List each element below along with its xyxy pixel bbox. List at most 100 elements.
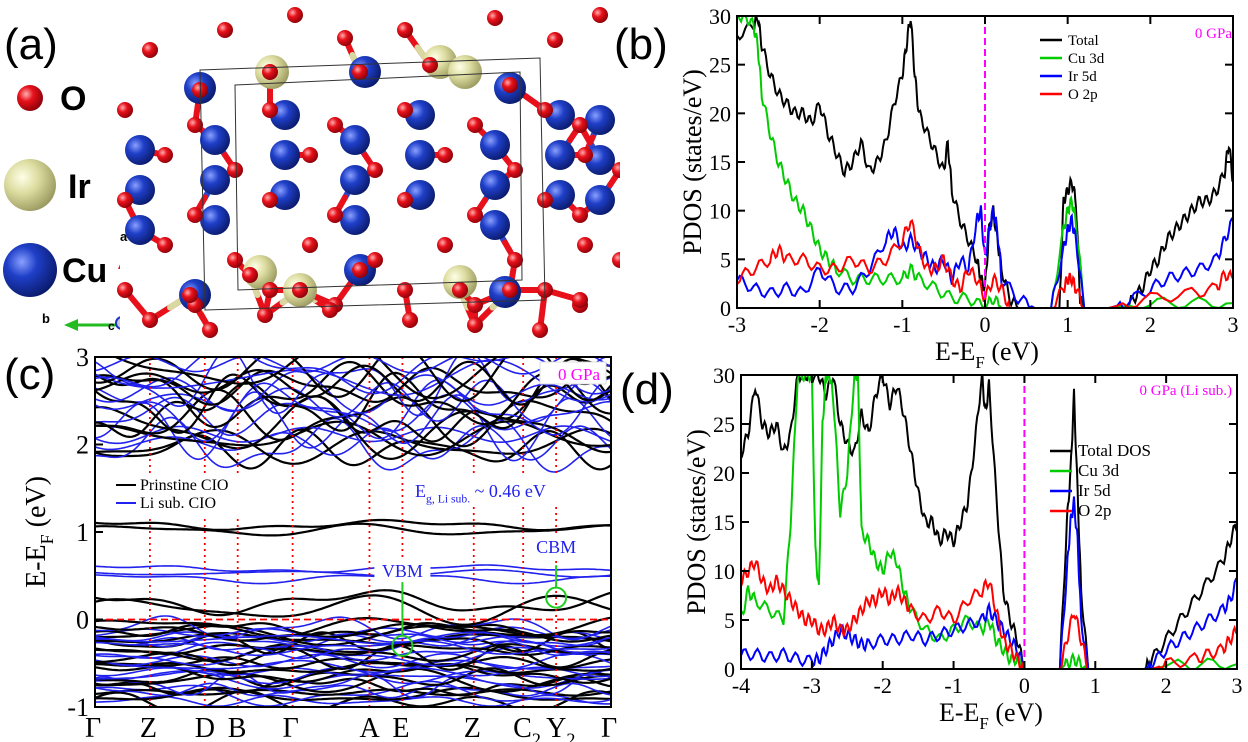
unit-cell <box>234 71 523 291</box>
x-tick-label: 3 <box>1232 673 1243 698</box>
oxygen-atom <box>257 307 273 323</box>
oxygen-atom <box>202 322 218 338</box>
pressure-annotation-box <box>539 361 607 385</box>
kpoint-label: D <box>195 713 215 742</box>
legend-label: Li sub. CIO <box>140 495 216 512</box>
oxygen-atom <box>157 147 173 163</box>
band-line <box>95 357 611 402</box>
band-line <box>112 357 611 400</box>
axis-label-c: c <box>108 319 115 333</box>
band-line <box>95 366 611 406</box>
band-line <box>95 623 611 643</box>
band-line <box>95 370 611 434</box>
kpoint-label: Γ <box>601 713 617 742</box>
x-tick-label: -2 <box>811 312 829 337</box>
iridium-atom-icon <box>4 159 56 211</box>
band-line <box>95 424 611 461</box>
legend-label-cu: Cu <box>62 252 108 290</box>
gap-annotation-background <box>410 476 600 506</box>
series-line-cu-3d <box>737 16 1233 308</box>
oxygen-atom <box>592 7 608 23</box>
band-line <box>95 568 611 578</box>
oxygen-atom <box>242 267 258 283</box>
copper-atom <box>200 205 230 235</box>
oxygen-atom <box>577 147 593 163</box>
band-line <box>95 381 611 443</box>
legend-label: O 2p <box>1078 501 1112 520</box>
band-line <box>95 357 611 406</box>
series-line-o-2p <box>741 559 1237 669</box>
y-tick-label: 15 <box>713 510 735 535</box>
band-line <box>95 425 611 445</box>
panel-label-b: (b) <box>614 20 668 69</box>
x-tick-label: -3 <box>728 312 746 337</box>
kpoint-label: A <box>359 713 380 742</box>
legend-label: Cu 3d <box>1078 461 1120 480</box>
oxygen-atom <box>217 22 233 38</box>
oxygen-atom <box>227 252 243 268</box>
kpoint-label: Z <box>140 713 157 742</box>
band-line <box>95 357 611 417</box>
band-plot-area <box>95 357 611 707</box>
legend-background <box>110 476 280 518</box>
oxygen-atom <box>437 147 453 163</box>
oxygen-atom <box>572 207 588 223</box>
panel-label-a: (a) <box>4 20 58 69</box>
oxygen-atom <box>117 282 133 298</box>
y-tick-label: 30 <box>713 363 735 388</box>
band-line <box>95 360 611 429</box>
vbm-label-background <box>374 560 431 583</box>
y-tick-label: 15 <box>709 150 731 175</box>
band-line <box>95 370 611 414</box>
x-axis-label: E-EF (eV) <box>939 698 1043 733</box>
x-tick-label: 0 <box>1019 673 1030 698</box>
band-gap-annotation: Eg, Li sub. ~ 0.46 eV <box>415 481 546 505</box>
oxygen-atom <box>467 207 483 223</box>
x-tick-label: 0 <box>980 312 991 337</box>
copper-atom <box>585 185 615 215</box>
band-line <box>95 594 611 626</box>
kpoint-label: Y2 <box>546 713 575 742</box>
copper-atom <box>270 140 300 170</box>
y-tick-label: 20 <box>709 101 731 126</box>
oxygen-atom <box>572 117 588 133</box>
oxygen-atom <box>397 102 413 118</box>
oxygen-atom <box>402 312 418 328</box>
y-tick-label: 0 <box>724 657 735 682</box>
copper-atom <box>125 135 155 165</box>
y-tick-label: 5 <box>720 247 731 272</box>
oxygen-atom <box>532 322 548 338</box>
oxygen-atom <box>292 282 308 298</box>
oxygen-atom <box>182 287 198 303</box>
band-line <box>95 680 611 707</box>
oxygen-atom <box>117 192 133 208</box>
plot-area <box>737 16 1233 308</box>
y-tick-label: 3 <box>76 343 89 372</box>
oxygen-atom <box>142 42 158 58</box>
band-line <box>95 522 611 537</box>
y-tick-label: 30 <box>709 4 731 29</box>
oxygen-atom <box>262 282 278 298</box>
band-line <box>95 589 611 617</box>
cbm-label: CBM <box>536 537 576 557</box>
pressure-annotation: 0 GPa <box>558 365 600 384</box>
copper-atom-icon <box>3 243 57 297</box>
crystal-structure <box>117 7 620 338</box>
oxygen-atom <box>187 117 203 133</box>
x-axis-label: E-EF (eV) <box>935 337 1039 372</box>
copper-atom <box>125 215 155 245</box>
band-line <box>95 659 611 674</box>
crystal-atoms <box>117 7 620 338</box>
y-tick-label: 2 <box>76 431 89 460</box>
copper-atom <box>480 170 510 200</box>
oxygen-atom-icon <box>17 85 43 111</box>
kpoint-label: Γ <box>85 713 101 742</box>
y-tick-label: 25 <box>709 53 731 78</box>
x-tick-label: 2 <box>1161 673 1172 698</box>
oxygen-atom <box>612 252 620 268</box>
oxygen-atom <box>157 237 173 253</box>
x-tick-label: -3 <box>803 673 821 698</box>
x-tick-label: -2 <box>874 673 892 698</box>
